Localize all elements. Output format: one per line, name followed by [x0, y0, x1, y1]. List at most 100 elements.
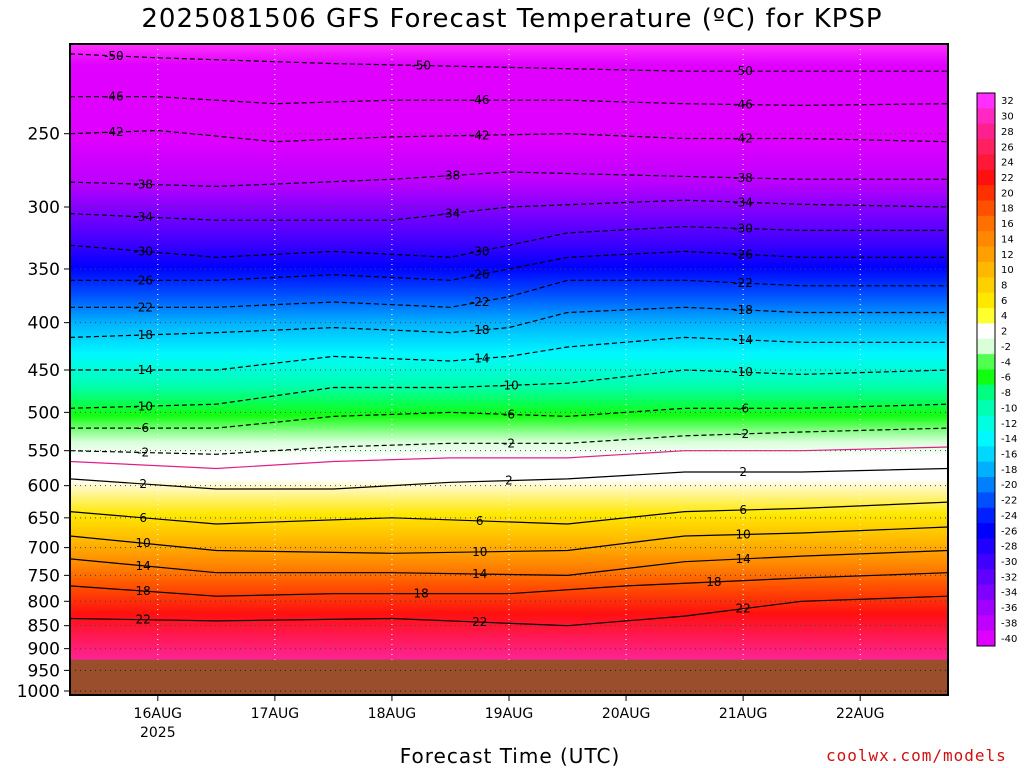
isotherm-label: 2: [739, 465, 747, 479]
isotherm-line: [70, 171, 948, 188]
colorbar-label: 10: [1001, 265, 1014, 276]
colorbar-label: 22: [1001, 173, 1014, 184]
isotherm-line: [70, 306, 948, 338]
x-tick-label: 19AUG: [485, 706, 534, 722]
y-tick-label: 750: [28, 566, 60, 586]
colorbar-swatch: [977, 215, 995, 232]
x-tick-label: 20AUG: [602, 706, 651, 722]
isotherm-line: [70, 446, 948, 470]
colorbar-swatch: [977, 369, 995, 386]
colorbar-frame: [976, 92, 996, 647]
colorbar-label: -6: [1001, 373, 1011, 384]
isotherm-line: [70, 467, 948, 490]
colorbar-label: -14: [1001, 434, 1017, 445]
y-axis: 250 300 350 400 450 500 550 600 650 700 750 800 850 9…: [17, 125, 70, 702]
colorbar-swatch: [977, 292, 995, 309]
watermark-link[interactable]: coolwx.com/models: [826, 746, 1007, 765]
isotherm-line: [70, 501, 948, 525]
colorbar-swatch: [977, 169, 995, 186]
y-tick-label: 400: [28, 314, 60, 334]
y-tick-label: 950: [28, 661, 60, 681]
isotherm-label: -14: [470, 352, 490, 366]
isotherm-label: -18: [733, 303, 753, 317]
colorbar: 32 30 28 26 24 22 20 18 16 14 12 10 8 6 4 2 -2 -4 -6 -8 -10 -…: [976, 92, 1017, 647]
x-axis: 16AUG 2025 17AUG 18AUG 19AUG 20AUG 21AUG 22AUG: [134, 695, 885, 741]
colorbar-label: 16: [1001, 219, 1014, 230]
colorbar-swatch: [977, 569, 995, 586]
isotherm-label: -14: [133, 363, 153, 377]
colorbar-label: 30: [1001, 112, 1014, 123]
colorbar-label: 24: [1001, 158, 1014, 169]
y-tick-label: 1000: [17, 682, 60, 702]
isotherm-label: 14: [472, 567, 487, 581]
isotherm-label: 22: [735, 602, 750, 616]
isotherm-label: 6: [476, 514, 484, 528]
isotherm-label: -22: [733, 276, 753, 290]
y-tick-label: 550: [28, 442, 60, 462]
colorbar-swatch: [977, 492, 995, 509]
isotherm-label: 10: [735, 527, 750, 541]
colorbar-label: -22: [1001, 496, 1017, 507]
y-tick-label: 300: [28, 198, 60, 218]
colorbar-swatch: [977, 308, 995, 324]
isotherm-label: 6: [739, 503, 747, 517]
colorbar-swatch: [977, 246, 995, 263]
colorbar-swatch: [977, 477, 995, 493]
x-tick-label: 17AUG: [251, 706, 300, 722]
colorbar-label: 32: [1001, 96, 1014, 107]
y-tick-label: 700: [28, 539, 60, 559]
isotherm-label: -50: [104, 49, 124, 63]
colorbar-label: 6: [1001, 296, 1007, 307]
x-tick-label: 18AUG: [368, 706, 417, 722]
colorbar-swatch: [977, 139, 995, 155]
colorbar-label: 14: [1001, 234, 1014, 245]
isotherm-label: -26: [733, 247, 753, 261]
colorbar-swatch: [977, 507, 995, 524]
colorbar-swatch: [977, 523, 995, 539]
isotherm-line: [70, 526, 948, 554]
colorbar-label: 2: [1001, 327, 1007, 338]
isotherm-label: -50: [411, 59, 431, 73]
y-tick-label: 250: [28, 125, 60, 145]
isotherm-line: [70, 595, 948, 627]
isotherm-line: [70, 572, 948, 597]
isotherm-label: -34: [133, 210, 153, 224]
chart-title: 2025081506 GFS Forecast Temperature (ºC)…: [141, 4, 883, 34]
x-tick-label: 22AUG: [836, 706, 885, 722]
colorbar-swatch: [977, 553, 995, 570]
colorbar-label: -10: [1001, 403, 1017, 414]
isotherm-line: [70, 199, 948, 221]
colorbar-swatch: [977, 446, 995, 463]
colorbar-swatch: [977, 154, 995, 171]
colorbar-label: -34: [1001, 588, 1017, 599]
colorbar-label: 8: [1001, 281, 1007, 292]
isotherm-label: -42: [470, 128, 490, 142]
x-tick-label: 21AUG: [719, 706, 768, 722]
y-tick-label: 450: [28, 361, 60, 381]
isotherm-line: [70, 53, 948, 72]
colorbar-swatch: [977, 93, 995, 109]
isotherm-line: [70, 279, 948, 308]
isotherm-label: -10: [499, 378, 519, 392]
colorbar-label: -12: [1001, 419, 1017, 430]
colorbar-label: 26: [1001, 142, 1014, 153]
x-tick-label: 16AUG: [134, 706, 183, 722]
isotherm-label: -2: [737, 427, 749, 441]
isotherm-line: [70, 96, 948, 107]
isotherm-label: -6: [737, 401, 749, 415]
isotherm-label: -38: [133, 177, 153, 191]
colorbar-swatch: [977, 461, 995, 478]
isotherm-label: -34: [441, 207, 461, 221]
colorbar-label: -38: [1001, 618, 1017, 629]
colorbar-label: -28: [1001, 542, 1017, 553]
colorbar-label: -18: [1001, 465, 1017, 476]
colorbar-label: -20: [1001, 480, 1017, 491]
isotherm-label: -38: [733, 171, 753, 185]
plot-area: [70, 44, 948, 695]
isotherm-line: [70, 336, 948, 371]
isotherm-label: -10: [133, 399, 153, 413]
colorbar-swatch: [977, 430, 995, 447]
colorbar-label: -40: [1001, 634, 1017, 645]
isotherm-label: -46: [733, 98, 753, 112]
